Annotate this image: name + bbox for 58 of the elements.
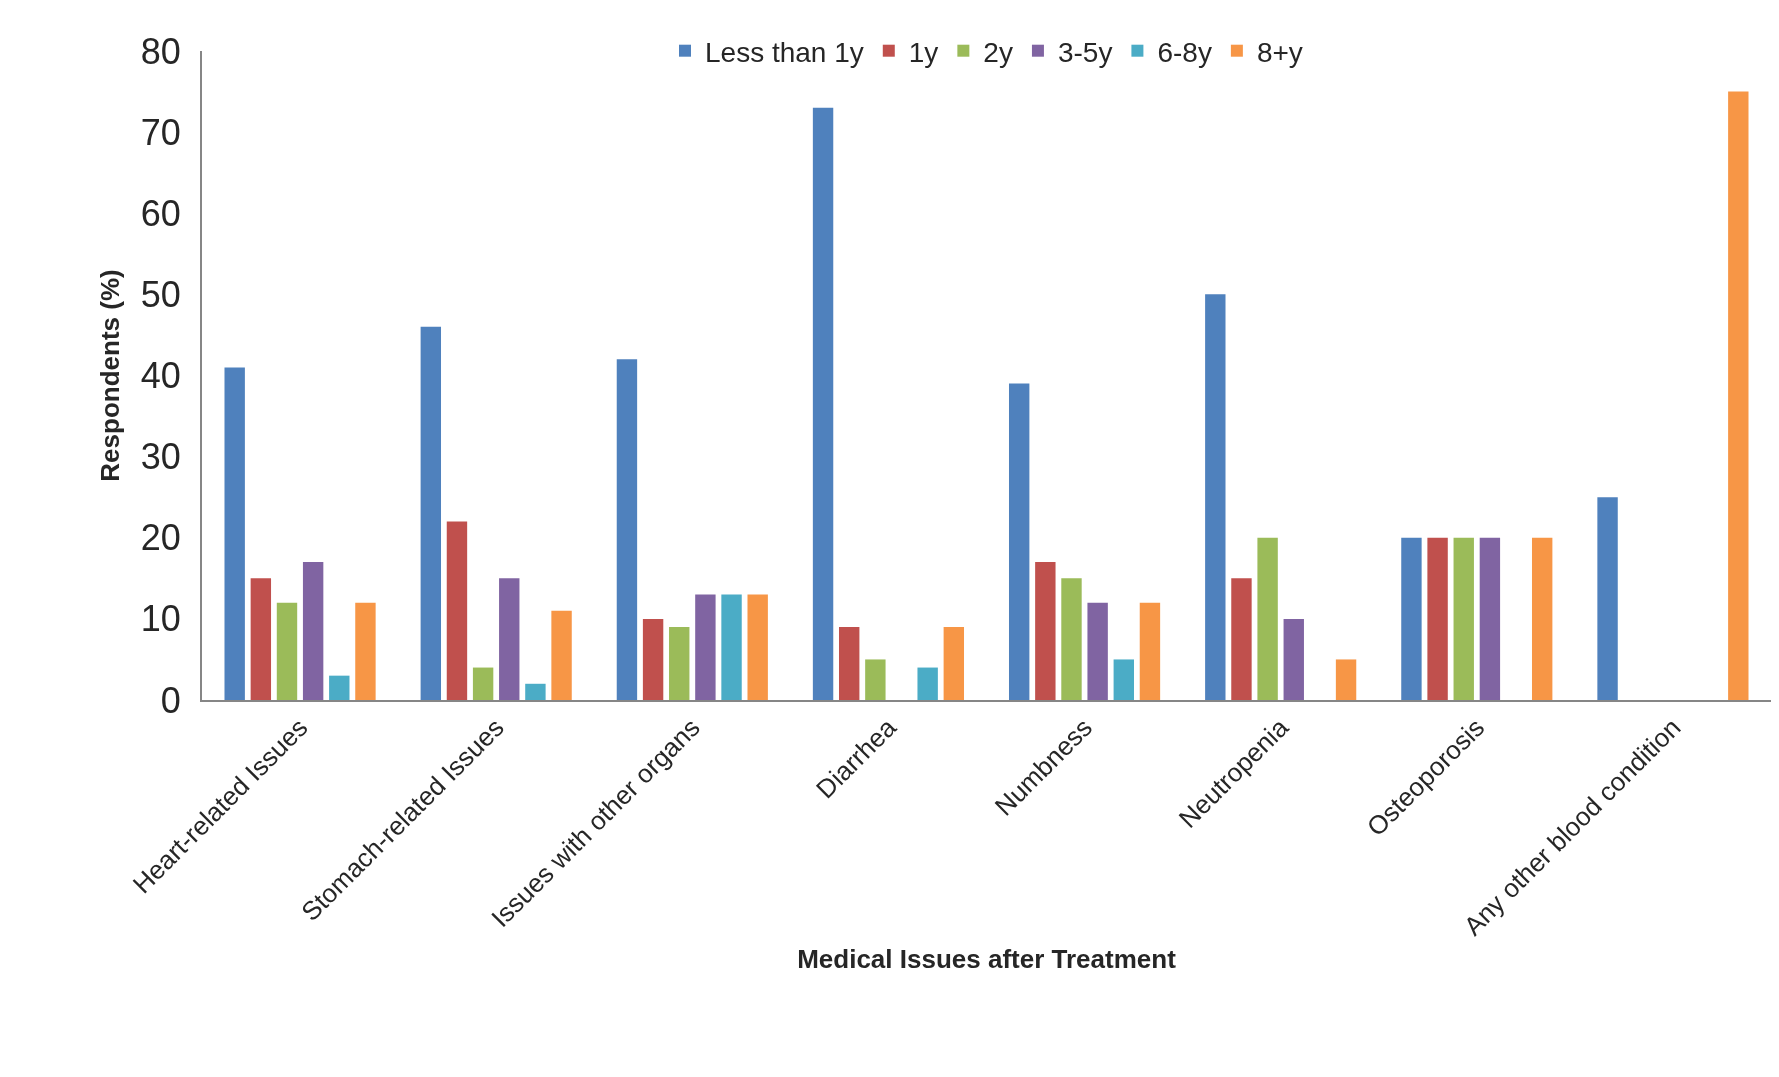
legend-label: 6-8y <box>1157 36 1212 68</box>
legend-label: Less than 1y <box>705 36 864 68</box>
bar <box>276 602 298 700</box>
y-tick-label: 10 <box>140 598 181 640</box>
bar <box>1597 497 1618 700</box>
bar <box>1335 659 1357 700</box>
bar <box>812 107 834 700</box>
bar <box>1061 578 1082 700</box>
bar <box>839 626 860 700</box>
bar <box>250 578 272 700</box>
bar <box>446 521 468 700</box>
bar <box>420 326 442 700</box>
bar <box>865 659 886 700</box>
y-tick-label: 0 <box>160 679 181 721</box>
legend-label: 3-5y <box>1057 36 1113 68</box>
bar <box>525 683 546 700</box>
bar <box>1728 91 1749 700</box>
bar <box>499 578 520 700</box>
bar <box>1113 659 1134 700</box>
bar <box>1035 562 1056 700</box>
y-tick-label: 20 <box>140 517 181 559</box>
bar <box>551 610 572 700</box>
bar <box>1257 537 1278 700</box>
bar <box>1139 602 1161 700</box>
legend-label: 2y <box>983 36 1013 68</box>
bar <box>747 594 768 700</box>
y-tick-label: 80 <box>140 30 181 72</box>
y-tick-label: 30 <box>140 436 181 478</box>
y-tick-label: 70 <box>140 111 181 153</box>
bar <box>1205 294 1226 700</box>
bar <box>1401 537 1422 700</box>
bar <box>329 675 350 700</box>
bar <box>1231 578 1252 700</box>
y-tick-label: 50 <box>140 273 181 315</box>
bar <box>1008 383 1030 700</box>
bar <box>642 618 664 700</box>
bar <box>943 626 965 700</box>
x-axis-title: Medical Issues after Treatment <box>797 944 1177 975</box>
bar <box>1531 537 1553 700</box>
bar <box>1479 537 1501 700</box>
bar <box>616 359 638 700</box>
bar <box>472 667 494 700</box>
bar <box>355 602 376 700</box>
bar <box>721 594 742 700</box>
bar <box>917 667 938 700</box>
bar <box>1427 537 1448 700</box>
bar <box>1453 537 1474 700</box>
y-tick-label: 60 <box>140 192 181 234</box>
bar <box>1283 618 1304 700</box>
bar <box>669 626 690 700</box>
legend-label: 8+y <box>1256 36 1303 68</box>
bar <box>302 562 324 700</box>
y-tick-label: 40 <box>140 355 181 397</box>
y-axis-title: Respondents (%) <box>94 269 125 482</box>
bar <box>224 367 245 700</box>
bar <box>1087 602 1108 700</box>
legend-label: 1y <box>908 36 939 68</box>
bar <box>695 594 716 700</box>
